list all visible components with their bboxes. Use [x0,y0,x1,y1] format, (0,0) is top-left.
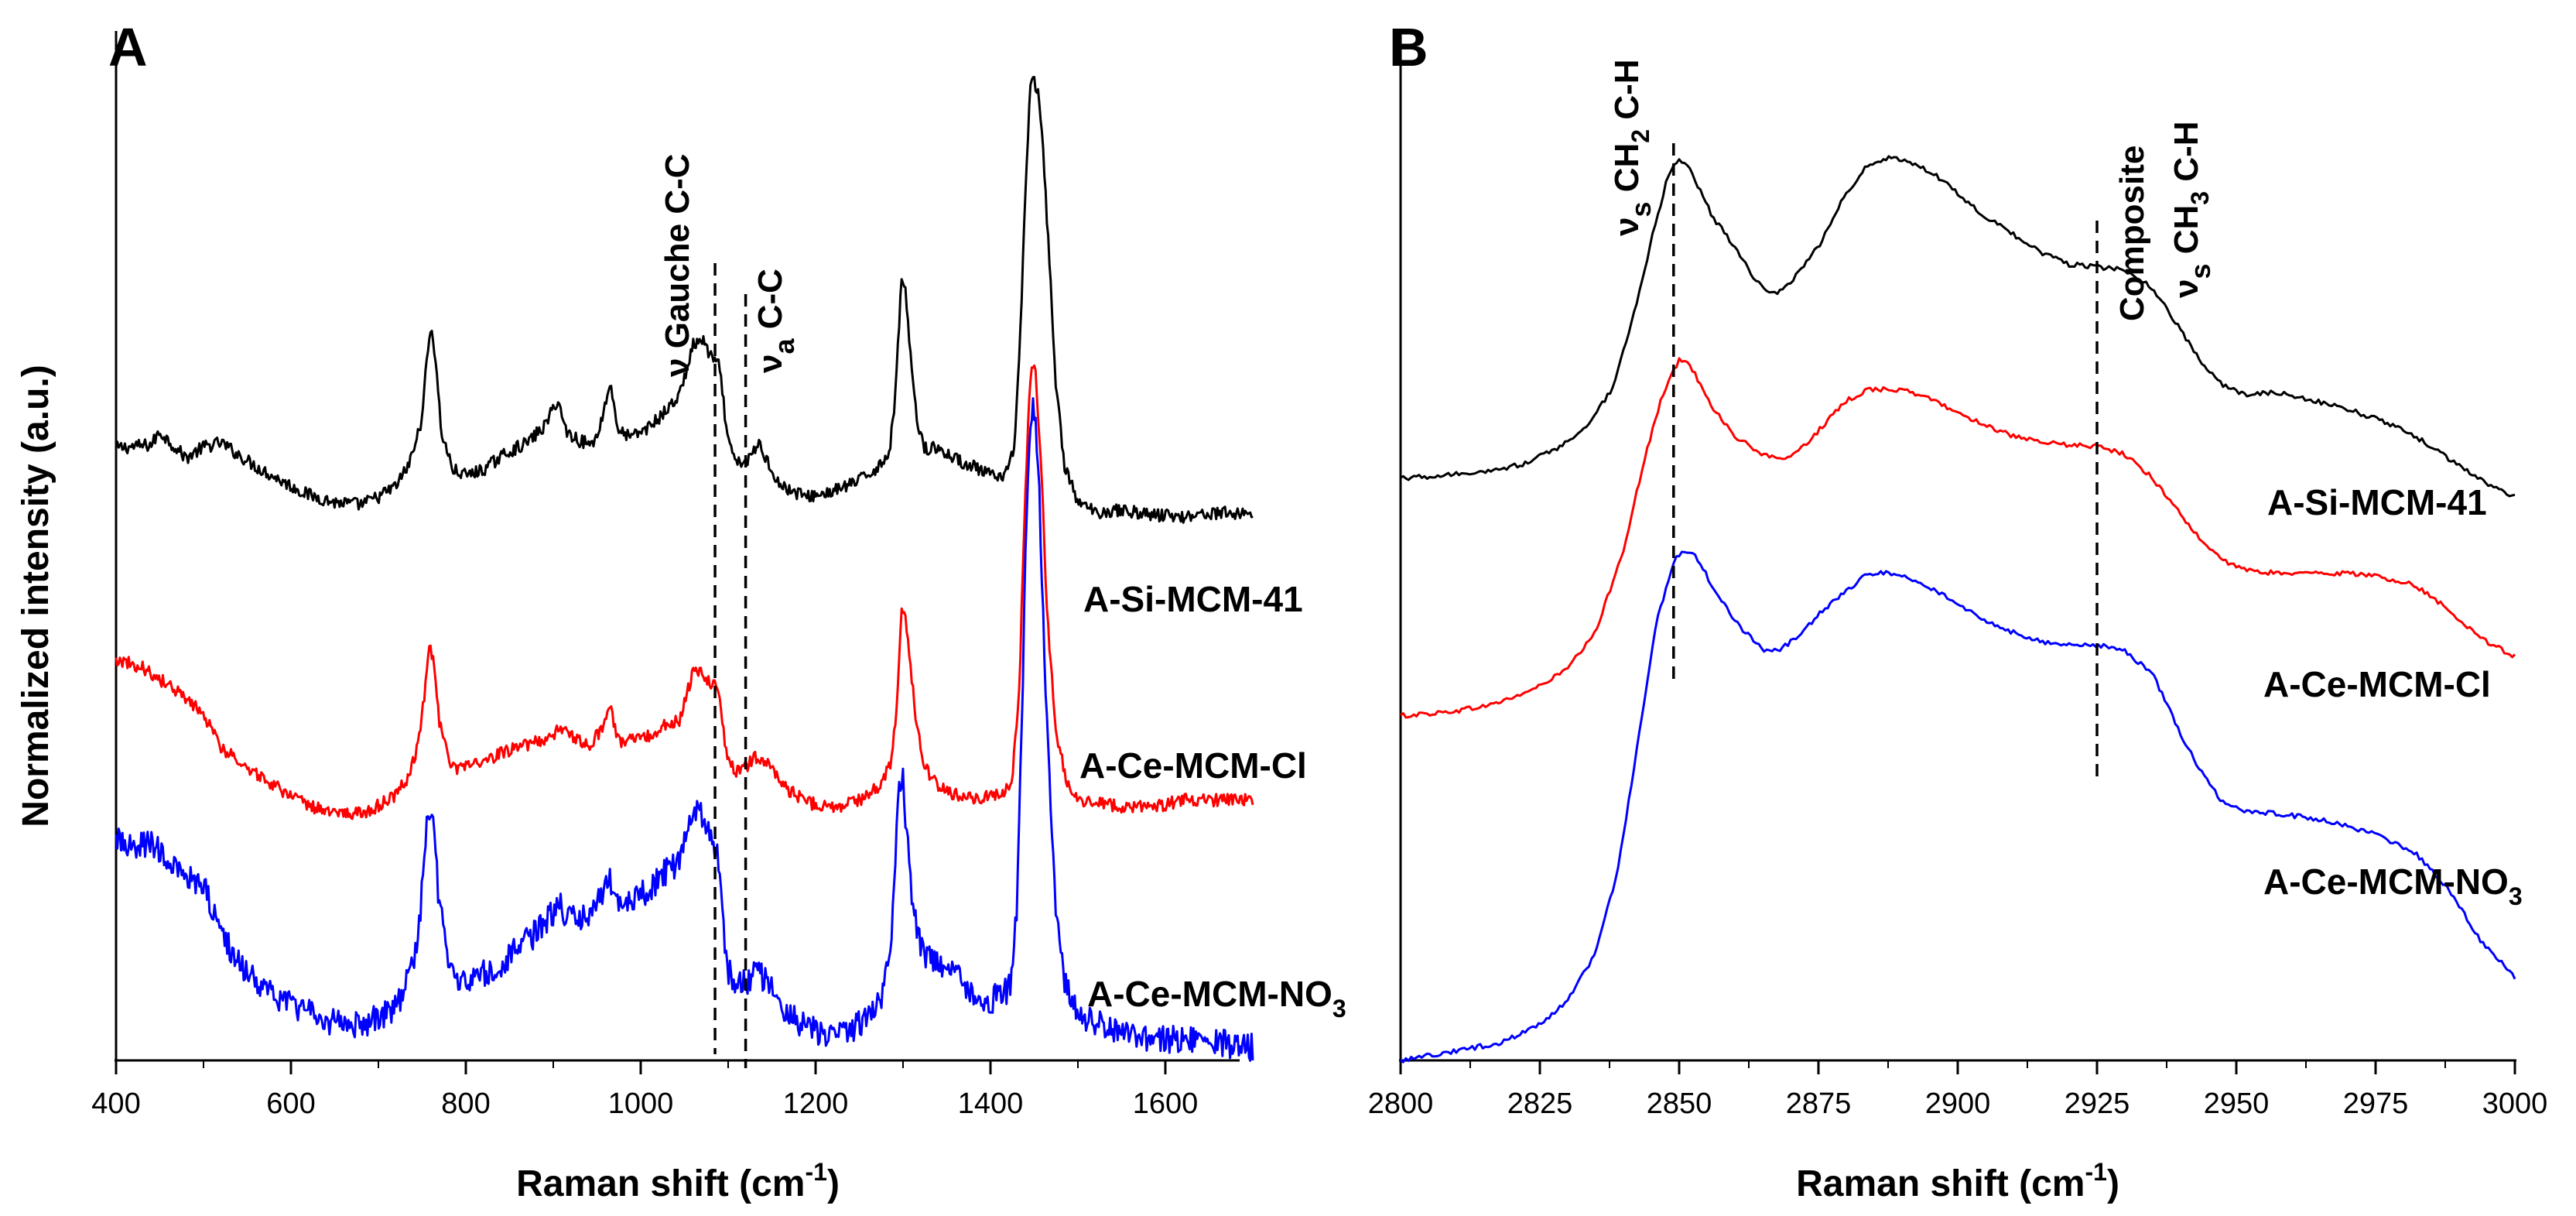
x-tick-label: 600 [266,1088,315,1120]
panel-a-label-a-ce-mcm-cl: A-Ce-MCM-Cl [1079,745,1307,786]
x-tick-label: 1400 [958,1088,1024,1120]
panel-a-x-axis-title: Raman shift (cm-1) [516,1158,840,1204]
x-tick-label: 2975 [2343,1088,2409,1120]
panel-b-annotation-vs-ch3: νs CH3 C-H [2167,121,2216,298]
panel-a-ticks: 400 600 800 1000 1200 1400 1600 [91,1060,1198,1120]
series-line-a-ce-mcm-no3 [1400,550,2516,1064]
panel-a-label-a-ce-mcm-no3: A-Ce-MCM-NO3 [1087,974,1346,1022]
panel-a-markers [713,263,747,1068]
x-tick-label: 1200 [783,1088,849,1120]
series-line-a-si-mcm-41 [1400,155,2516,498]
x-tick-label: 2875 [1786,1088,1852,1120]
panel-letter-a: A [108,17,148,77]
panel-b: 2800 2825 2850 2875 2900 2925 2950 2975 3000 Ram… [1368,31,2548,1204]
series-line-a-ce-mcm-no3 [115,397,1254,1062]
series-line-a-ce-mcm-cl [1400,357,2516,719]
x-tick-label: 3000 [2482,1088,2548,1120]
series-line-a-si-mcm-41 [115,76,1254,524]
x-tick-label: 2900 [1925,1088,1991,1120]
panel-a: 400 600 800 1000 1200 1400 1600 Raman shift (c… [91,31,1346,1204]
x-tick-label: 800 [441,1088,490,1120]
panel-b-markers [1672,143,2099,778]
panel-b-ticks: 2800 2825 2850 2875 2900 2925 2950 2975 3000 [1368,1060,2548,1120]
panel-a-annotation-gauche-cc: ν Gauche C-C [659,153,696,377]
x-tick-label: 2800 [1368,1088,1434,1120]
x-tick-label: 1000 [608,1088,674,1120]
panel-a-annotation-va-cc: νa C-C [751,269,800,373]
panel-b-label-a-ce-mcm-cl: A-Ce-MCM-Cl [2263,664,2491,704]
x-tick-label: 2925 [2065,1088,2130,1120]
panel-b-x-axis-title: Raman shift (cm-1) [1796,1158,2119,1204]
x-tick-label: 2825 [1507,1088,1573,1120]
panel-b-series [1400,155,2516,1064]
panel-a-series [115,76,1254,1062]
x-tick-label: 2950 [2204,1088,2270,1120]
series-line-a-ce-mcm-cl [115,364,1254,820]
panel-b-annotation-composite: Composite [2113,146,2151,321]
x-tick-label: 1600 [1133,1088,1199,1120]
panel-b-annotation-vs-ch2: νs CH2 C-H [1608,59,1657,236]
x-tick-label: 400 [91,1088,140,1120]
y-axis-title: Normalized intensity (a.u.) [15,365,56,827]
x-tick-label: 2850 [1647,1088,1712,1120]
panel-b-label-a-ce-mcm-no3: A-Ce-MCM-NO3 [2263,861,2523,910]
panel-a-label-a-si-mcm-41: A-Si-MCM-41 [1083,579,1303,619]
panel-letter-b: B [1389,17,1428,77]
panel-b-label-a-si-mcm-41: A-Si-MCM-41 [2267,482,2487,522]
